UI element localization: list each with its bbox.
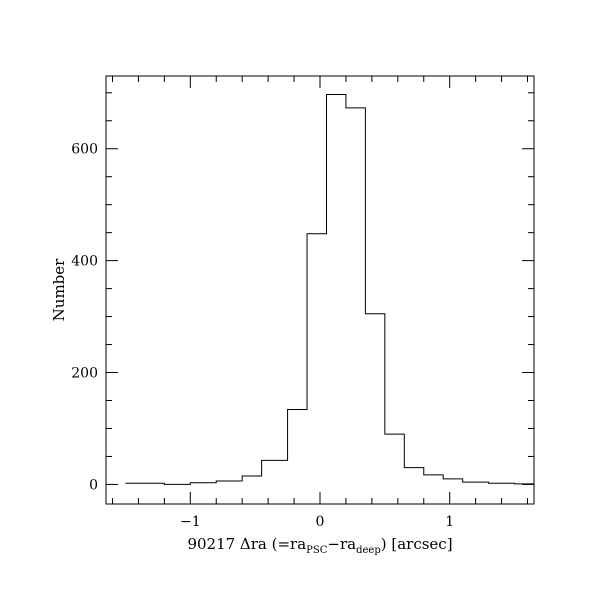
histogram-bin bbox=[216, 481, 242, 484]
histogram-outline bbox=[125, 93, 534, 485]
x-tick-label: 0 bbox=[316, 514, 325, 530]
histogram-bin bbox=[288, 409, 307, 484]
y-axis-label: Number bbox=[50, 258, 68, 321]
y-tick-label: 0 bbox=[89, 477, 98, 493]
histogram-bin bbox=[326, 94, 345, 484]
histogram-bin bbox=[242, 476, 261, 484]
axis-ticks bbox=[106, 76, 534, 504]
x-axis-label: 90217 Δra (=raPSC−radeep) [arcsec] bbox=[187, 535, 452, 556]
axis-tick-labels: −1 0 1 0 200 400 600 bbox=[71, 142, 454, 530]
histogram-bin bbox=[404, 468, 423, 485]
y-tick-label: 600 bbox=[71, 142, 98, 158]
histogram-bin bbox=[443, 479, 462, 485]
histogram-bin bbox=[365, 314, 384, 485]
plot-frame bbox=[105, 75, 535, 505]
histogram-bin bbox=[385, 434, 404, 484]
histogram-bins bbox=[125, 94, 534, 484]
histogram-bin bbox=[307, 234, 326, 485]
histogram-bin bbox=[424, 475, 443, 485]
y-tick-label: 200 bbox=[71, 366, 98, 382]
histogram-bin bbox=[346, 108, 365, 485]
histogram-bin bbox=[262, 460, 288, 484]
y-tick-label: 400 bbox=[71, 254, 98, 270]
x-tick-label: 1 bbox=[445, 514, 454, 530]
x-tick-label: −1 bbox=[180, 514, 201, 530]
